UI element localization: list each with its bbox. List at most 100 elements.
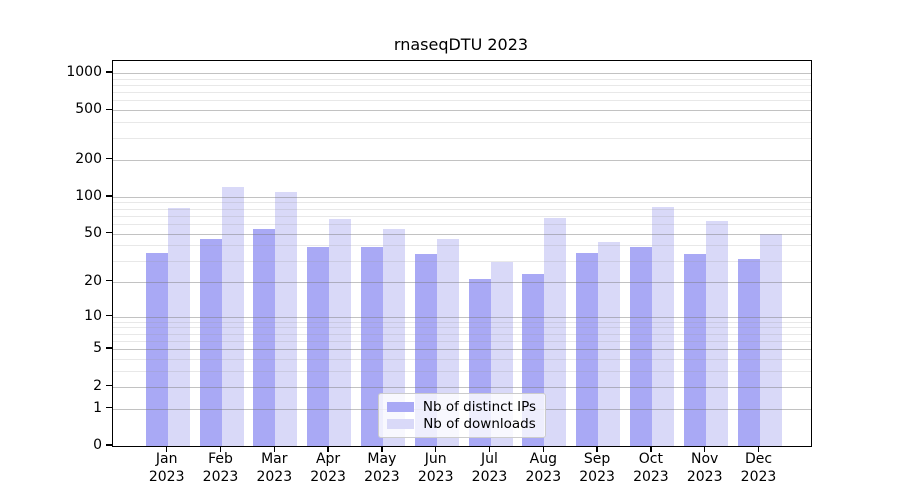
x-tick-mark-jun: [434, 446, 437, 452]
y-gridline-minor-6: [113, 340, 811, 342]
y-gridline-minor-700: [113, 92, 811, 94]
legend-label-downloads: Nb of downloads: [423, 415, 536, 432]
y-tick-label-1000: 1000: [66, 63, 102, 80]
y-tick-mark-200: [106, 157, 112, 160]
y-tick-label-20: 20: [84, 272, 102, 289]
y-gridline-minor-70: [113, 215, 811, 217]
grid-layer: [113, 61, 811, 446]
y-gridline-major-100: [113, 196, 811, 198]
legend-swatch-downloads: [387, 418, 414, 429]
x-tick-mark-feb: [219, 446, 222, 452]
y-gridline-minor-8: [113, 327, 811, 329]
y-gridline-minor-30: [113, 260, 811, 262]
bar-distinct-ips-mar: [253, 228, 276, 446]
x-tick-mark-jul: [488, 446, 491, 452]
plot-area: [112, 60, 812, 447]
y-gridline-major-2: [113, 386, 811, 388]
x-tick-label-may: May 2023: [364, 451, 400, 485]
bar-downloads-jan: [167, 208, 190, 446]
y-tick-label-0: 0: [93, 437, 102, 453]
legend-label-distinct-ips: Nb of distinct IPs: [422, 398, 537, 415]
y-gridline-major-50: [113, 233, 811, 235]
bar-distinct-ips-feb: [199, 239, 222, 446]
y-tick-label-50: 50: [84, 224, 102, 241]
bar-distinct-ips-apr: [307, 246, 330, 446]
x-tick-mark-dec: [757, 446, 760, 452]
bar-downloads-dec: [759, 233, 782, 446]
chart-title: rnaseqDTU 2023: [393, 35, 529, 54]
y-tick-mark-50: [106, 231, 112, 234]
y-gridline-major-5: [113, 349, 811, 351]
legend: Nb of distinct IPs Nb of downloads: [378, 393, 546, 438]
legend-item-downloads: Nb of downloads: [379, 415, 545, 432]
y-gridline-minor-80: [113, 208, 811, 210]
y-tick-mark-0: [106, 444, 112, 446]
y-gridline-minor-300: [113, 137, 811, 139]
y-gridline-major-1000: [113, 72, 811, 74]
y-tick-mark-20: [106, 279, 112, 282]
legend-swatch-distinct-ips: [387, 401, 414, 412]
y-tick-label-1: 1: [93, 399, 102, 416]
x-tick-label-jul: Jul 2023: [471, 451, 508, 485]
y-gridline-minor-600: [113, 100, 811, 102]
y-gridline-minor-7: [113, 333, 811, 335]
y-gridline-major-10: [113, 316, 811, 318]
y-gridline-major-500: [113, 110, 811, 112]
x-tick-label-oct: Oct 2023: [633, 451, 669, 485]
bar-distinct-ips-jan: [145, 252, 168, 446]
bar-downloads-oct: [651, 206, 674, 446]
y-gridline-minor-900: [113, 78, 811, 80]
y-gridline-major-20: [113, 281, 811, 283]
x-tick-label-nov: Nov 2023: [686, 451, 723, 485]
y-gridline-minor-60: [113, 224, 811, 225]
x-tick-label-apr: Apr 2023: [310, 451, 346, 485]
bar-distinct-ips-oct: [629, 246, 652, 446]
x-tick-label-aug: Aug 2023: [525, 451, 562, 485]
bar-downloads-aug: [544, 218, 567, 446]
y-gridline-minor-400: [113, 122, 811, 124]
bar-downloads-sep: [598, 241, 621, 446]
bar-distinct-ips-nov: [683, 254, 706, 446]
bar-downloads-feb: [221, 187, 244, 446]
x-tick-mark-mar: [273, 446, 276, 452]
y-gridline-minor-90: [113, 202, 811, 204]
bar-distinct-ips-may: [360, 246, 383, 446]
y-tick-mark-100: [106, 194, 112, 197]
y-tick-label-200: 200: [75, 150, 102, 167]
y-tick-mark-5: [106, 347, 112, 350]
x-tick-mark-oct: [650, 446, 652, 452]
y-gridline-minor-9: [113, 321, 811, 323]
x-tick-mark-aug: [542, 446, 545, 452]
x-tick-label-mar: Mar 2023: [256, 451, 293, 485]
bar-downloads-nov: [705, 220, 728, 446]
legend-rows: Nb of distinct IPs Nb of downloads: [379, 398, 545, 432]
y-tick-mark-1: [106, 406, 112, 409]
y-gridline-major-200: [113, 159, 811, 161]
x-tick-label-dec: Dec 2023: [740, 451, 777, 485]
y-tick-mark-10: [106, 314, 112, 317]
bar-downloads-apr: [329, 218, 352, 446]
x-tick-mark-apr: [327, 446, 329, 452]
y-tick-mark-2: [106, 384, 112, 387]
y-tick-mark-500: [106, 108, 112, 111]
y-gridline-minor-4: [113, 359, 811, 361]
x-tick-label-feb: Feb 2023: [202, 451, 239, 485]
bar-distinct-ips-dec: [737, 258, 760, 446]
y-tick-label-500: 500: [75, 101, 102, 118]
y-tick-label-10: 10: [84, 307, 102, 324]
x-tick-mark-sep: [596, 446, 598, 452]
bar-downloads-mar: [275, 191, 298, 446]
x-tick-label-jun: Jun 2023: [417, 451, 454, 485]
y-tick-label-100: 100: [75, 187, 102, 204]
y-tick-mark-1000: [106, 71, 112, 73]
y-tick-label-5: 5: [93, 340, 102, 357]
y-gridline-minor-800: [113, 84, 811, 86]
legend-item-distinct-ips: Nb of distinct IPs: [379, 398, 545, 415]
y-gridline-minor-3: [113, 371, 811, 373]
y-gridline-minor-40: [113, 245, 811, 247]
x-tick-label-sep: Sep 2023: [579, 451, 615, 485]
y-tick-label-2: 2: [93, 377, 102, 394]
x-tick-mark-jan: [165, 446, 168, 452]
bar-distinct-ips-sep: [576, 252, 599, 446]
